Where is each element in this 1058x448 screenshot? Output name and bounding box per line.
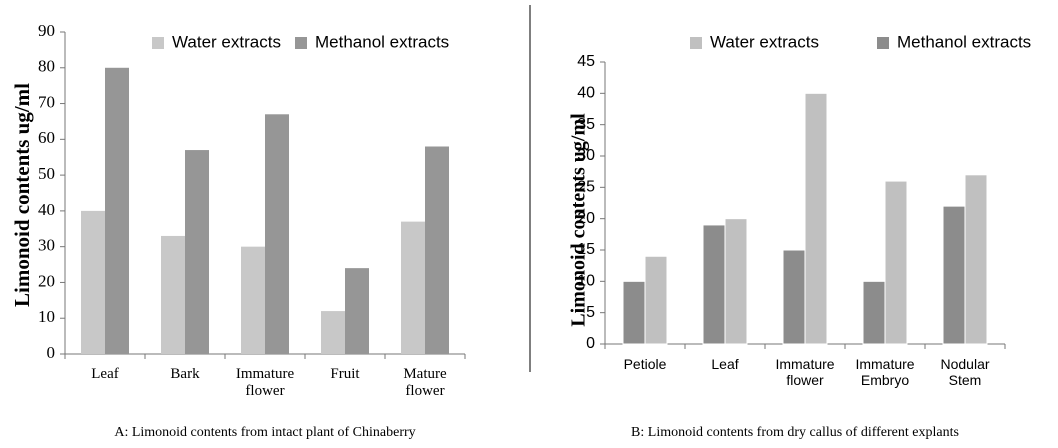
y-tick-label: 45	[577, 53, 595, 70]
y-axis-title: Limonoid contents ug/ml	[568, 113, 590, 327]
y-tick-label: 10	[577, 273, 595, 290]
y-tick-label: 20	[38, 271, 55, 290]
legend-swatch	[152, 37, 164, 49]
bar	[782, 249, 806, 345]
bar	[321, 311, 345, 354]
legend-label: Water extracts	[172, 32, 281, 51]
bar	[425, 146, 449, 354]
bar	[862, 280, 886, 345]
legend-label: Methanol extracts	[315, 32, 449, 51]
caption: B: Limonoid contents from dry callus of …	[631, 425, 959, 440]
y-tick-label: 10	[38, 307, 55, 326]
bar	[964, 174, 988, 345]
x-tick-label: Immature flower	[235, 366, 295, 399]
x-tick-label: Fruit	[330, 366, 360, 382]
legend-swatch	[295, 37, 307, 49]
y-tick-label: 90	[38, 21, 55, 40]
y-tick-label: 30	[38, 236, 55, 255]
y-tick-label: 20	[577, 210, 595, 227]
x-tick-label: Nodular Stem	[940, 356, 990, 388]
x-tick-label: Bark	[170, 366, 200, 382]
legend-swatch	[877, 37, 889, 49]
bar	[105, 67, 129, 355]
y-tick-label: 60	[38, 128, 55, 147]
bar	[81, 210, 105, 354]
bar	[241, 246, 265, 354]
y-tick-label: 40	[577, 85, 595, 102]
caption: A: Limonoid contents from intact plant o…	[114, 425, 415, 440]
y-tick-label: 50	[38, 164, 55, 183]
legend-swatch	[690, 37, 702, 49]
x-tick-label: Leaf	[91, 366, 119, 382]
bar	[401, 221, 425, 354]
y-tick-label: 40	[38, 200, 55, 219]
bar	[185, 150, 209, 354]
y-tick-label: 30	[577, 147, 595, 164]
bar	[644, 255, 668, 345]
x-tick-label: Mature flower	[403, 366, 447, 399]
y-tick-label: 25	[577, 179, 595, 196]
bar	[804, 92, 828, 345]
x-tick-label: Petiole	[623, 356, 667, 372]
x-tick-label: Immature flower	[775, 356, 835, 388]
y-tick-label: 5	[586, 304, 595, 321]
x-tick-label: Leaf	[711, 356, 739, 372]
y-tick-label: 0	[586, 335, 595, 352]
bar	[724, 218, 748, 345]
x-tick-label: Immature Embryo	[855, 356, 915, 388]
y-tick-label: 15	[577, 241, 595, 258]
y-axis-title: Limonoid contents ug/ml	[10, 83, 34, 307]
y-tick-label: 70	[38, 92, 55, 111]
y-tick-label: 35	[577, 116, 595, 133]
bar	[345, 268, 369, 354]
bar	[942, 205, 966, 345]
legend-label: Water extracts	[710, 32, 819, 51]
bar	[161, 235, 185, 354]
y-tick-label: 80	[38, 57, 55, 76]
y-tick-label: 0	[47, 343, 56, 362]
bar	[884, 180, 908, 345]
legend-label: Methanol extracts	[897, 32, 1031, 51]
bar	[622, 280, 646, 345]
bar	[265, 114, 289, 355]
bar	[702, 224, 726, 345]
